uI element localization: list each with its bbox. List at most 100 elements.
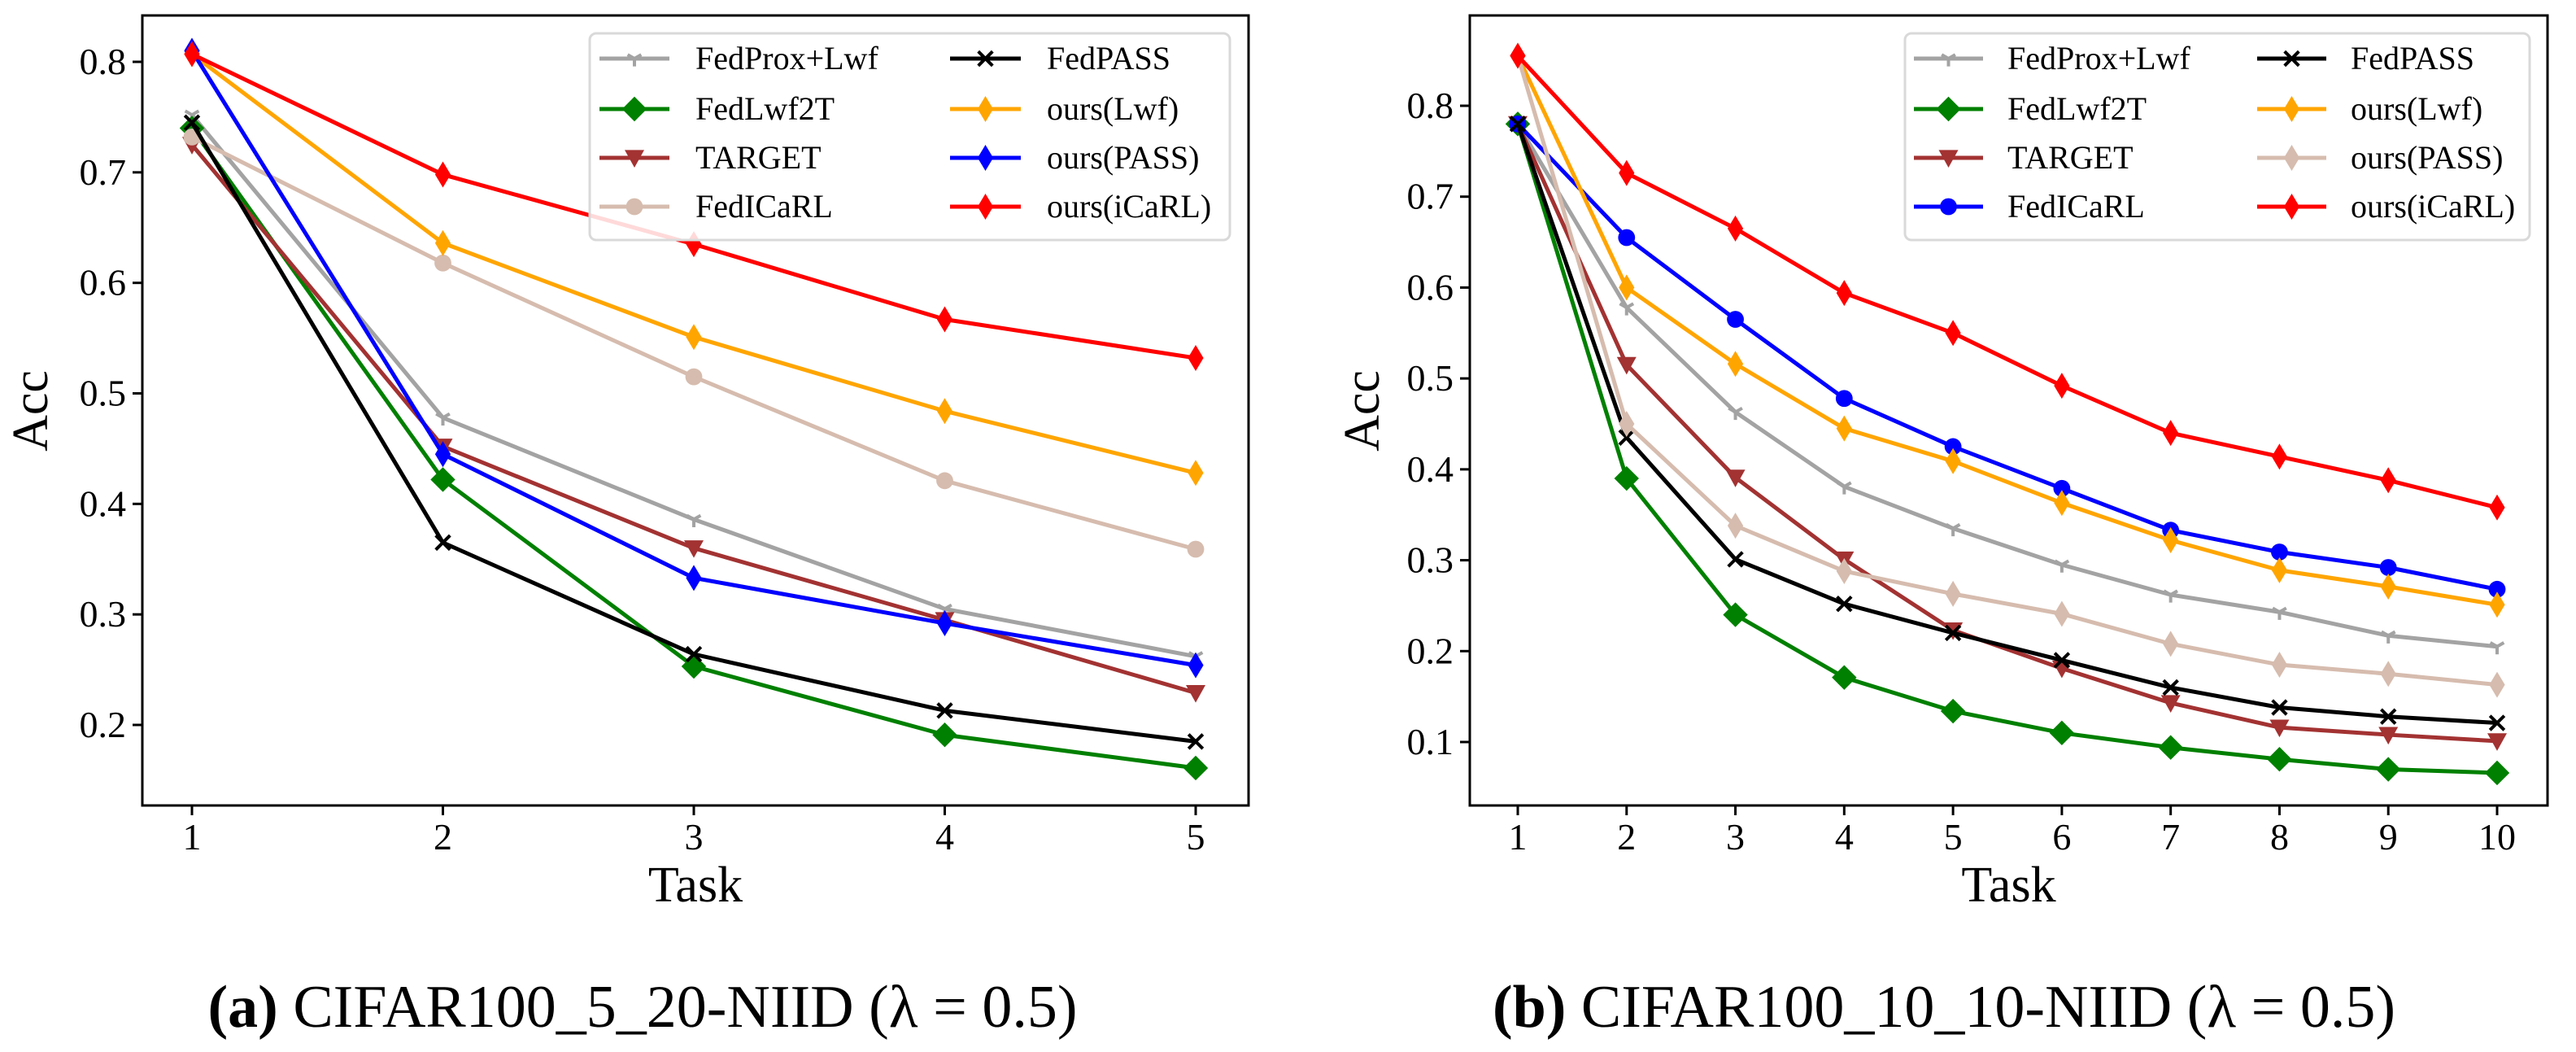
legend-label: FedICaRL — [695, 188, 833, 225]
series-line — [1515, 55, 2498, 688]
data-point — [1727, 513, 1744, 539]
legend-entry: ours(iCaRL) — [950, 188, 1211, 225]
data-point — [1727, 551, 1744, 568]
data-point — [2380, 708, 2397, 725]
legend-marker — [625, 198, 643, 216]
y-tick-label: 0.7 — [1407, 176, 1454, 217]
data-point — [430, 467, 455, 492]
data-point — [1836, 557, 1852, 584]
legend-marker — [625, 150, 644, 168]
data-point — [434, 441, 451, 468]
legend-entry: TARGET — [1914, 139, 2134, 176]
data-point — [1944, 438, 1962, 456]
data-point — [2054, 490, 2070, 517]
legend-label: ours(PASS) — [1047, 139, 1199, 176]
legend-frame — [588, 32, 1231, 242]
data-point — [1183, 755, 1209, 781]
legend-marker — [1938, 150, 1959, 168]
data-point — [1188, 460, 1204, 487]
series-FedProx+Lwf — [1510, 118, 2505, 655]
data-point — [1727, 351, 1744, 378]
data-point — [2271, 543, 2288, 561]
data-point — [2378, 727, 2399, 745]
data-point — [2054, 559, 2070, 573]
data-point — [1940, 698, 1966, 724]
y-tick-label: 0.8 — [1407, 85, 1454, 126]
data-point — [1619, 274, 1635, 301]
data-point — [2163, 526, 2179, 553]
legend-label: ours(iCaRL) — [2351, 188, 2515, 225]
data-point — [2163, 589, 2179, 603]
legend-marker — [977, 50, 994, 68]
data-point — [2379, 559, 2397, 576]
legend-entry: FedLwf2T — [1914, 90, 2147, 127]
data-point — [1836, 481, 1852, 495]
data-point — [434, 534, 451, 552]
data-point — [1944, 624, 1962, 642]
series-FedPASS — [183, 114, 1205, 750]
legend-entry: FedPASS — [2257, 40, 2474, 76]
data-point — [936, 306, 953, 333]
data-point — [434, 229, 451, 256]
legend-label: FedICaRL — [2007, 188, 2145, 225]
data-point — [2484, 760, 2510, 786]
data-point — [1186, 685, 1205, 703]
data-point — [2488, 714, 2506, 731]
x-axis-label: Task — [648, 858, 743, 913]
data-point — [2271, 652, 2288, 679]
data-point — [1616, 356, 1637, 375]
legend-frame — [1903, 32, 2531, 242]
series-line — [1516, 54, 2498, 510]
legend-label: TARGET — [2007, 139, 2134, 176]
data-point — [684, 540, 704, 558]
data-point — [936, 398, 953, 425]
legend-entry: TARGET — [599, 139, 822, 176]
legend-entry: ours(PASS) — [950, 139, 1199, 176]
y-tick-label: 0.6 — [1407, 266, 1454, 308]
data-point — [1619, 159, 1635, 186]
data-point — [686, 324, 702, 351]
data-point — [2049, 720, 2075, 746]
data-point — [1188, 652, 1204, 679]
legend-marker — [1940, 198, 1957, 216]
legend-label: TARGET — [695, 139, 822, 176]
data-point — [2162, 679, 2179, 696]
data-point — [2269, 719, 2290, 738]
legend-marker — [1941, 53, 1956, 67]
series-line — [1515, 123, 2498, 744]
data-point — [686, 513, 702, 527]
x-tick-label: 1 — [183, 816, 202, 858]
legend-label: FedLwf2T — [2007, 90, 2147, 127]
y-tick-label: 0.2 — [1407, 630, 1454, 671]
data-point — [434, 161, 451, 188]
legend-marker — [977, 145, 994, 171]
series-FedICaRL — [1509, 115, 2506, 598]
legend-entry: FedLwf2T — [599, 90, 835, 127]
data-point — [1835, 390, 1853, 408]
data-point — [1187, 733, 1205, 750]
legend-label: FedProx+Lwf — [2007, 40, 2190, 76]
data-point — [434, 254, 451, 272]
data-point — [1727, 215, 1744, 242]
series-ours(Lwf) — [1510, 42, 2505, 618]
series-line — [1515, 55, 2498, 607]
legend-entry: ours(PASS) — [2257, 139, 2503, 176]
caption-a-text: CIFAR100_5_20-NIID (λ = 0.5) — [278, 974, 1078, 1041]
chart-b: 0.1 0.2 0.3 0.4 0.5 0.6 0.7 0.8 1 2 3 4 5 6 7 8 9 10 Task A… — [1335, 14, 2549, 913]
y-tick-label: 0.2 — [80, 704, 127, 745]
data-point — [2489, 591, 2505, 618]
x-tick-label: 5 — [1187, 816, 1205, 858]
data-point — [936, 472, 953, 490]
legend-label: FedPASS — [1047, 40, 1170, 76]
data-point — [1836, 415, 1852, 442]
x-tick-label: 5 — [1944, 816, 1963, 858]
legend: FedProx+Lwf FedLwf2T TARGET FedICaRL FedPASS… — [588, 32, 1231, 242]
legend-entry: FedICaRL — [1914, 188, 2145, 225]
legend-marker — [977, 194, 994, 220]
legend-entry: ours(Lwf) — [950, 90, 1179, 127]
data-point — [1836, 280, 1852, 307]
data-point — [183, 114, 201, 131]
data-point — [1728, 406, 1743, 421]
data-point — [2053, 479, 2071, 497]
x-tick-label: 10 — [2478, 816, 2516, 858]
